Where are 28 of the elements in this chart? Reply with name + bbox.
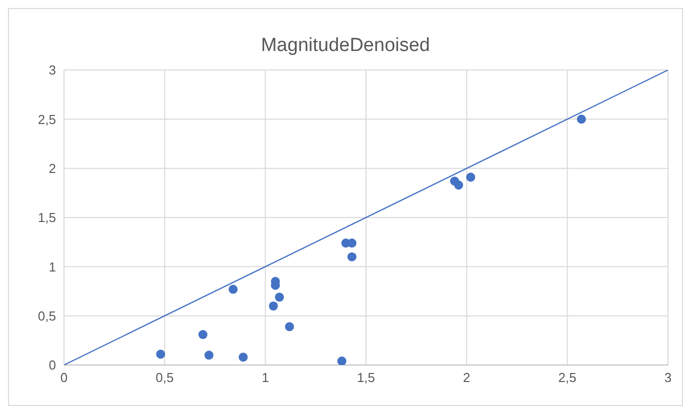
y-tick-label: 0 [48, 358, 56, 373]
point [228, 284, 238, 294]
x-tick-label: 0 [60, 370, 68, 386]
point [347, 252, 356, 262]
x-tick-label: 0,5 [156, 370, 174, 386]
y-tick-label: 1,5 [38, 210, 56, 226]
y-tick-label: 2,5 [38, 112, 56, 127]
y-tick-label: 3 [48, 62, 56, 78]
x-tick-label: 1,5 [356, 370, 376, 386]
point [156, 350, 166, 359]
point [284, 322, 294, 332]
chart-title: MagnitudeDenoised [260, 35, 431, 57]
point [238, 352, 248, 362]
y-tick-label: 0,5 [38, 308, 56, 324]
y-tick-label: 1 [48, 259, 56, 274]
x-tick-label: 1 [262, 370, 269, 386]
x-tick-label: 2,5 [558, 370, 576, 386]
point [576, 114, 586, 124]
point [268, 301, 278, 311]
y-tick-label: 2 [48, 160, 56, 176]
x-tick-label: 3 [664, 370, 672, 386]
point [454, 180, 464, 190]
point [466, 172, 476, 182]
point [198, 330, 208, 340]
x-tick-label: 2 [463, 370, 470, 386]
point [204, 350, 214, 360]
point [274, 292, 284, 302]
point [337, 356, 346, 365]
